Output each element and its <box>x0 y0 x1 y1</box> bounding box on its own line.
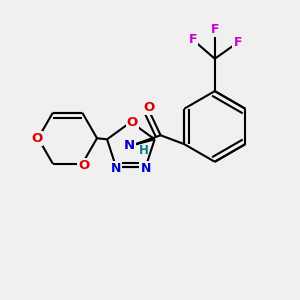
Text: O: O <box>31 132 42 145</box>
Text: O: O <box>127 116 138 128</box>
Text: H: H <box>139 144 148 158</box>
Text: O: O <box>78 159 89 172</box>
Text: N: N <box>124 139 135 152</box>
Text: N: N <box>140 162 151 175</box>
Text: F: F <box>188 33 197 46</box>
Text: F: F <box>233 36 242 49</box>
Text: O: O <box>143 101 154 114</box>
Text: F: F <box>211 23 219 36</box>
Text: N: N <box>111 162 121 175</box>
